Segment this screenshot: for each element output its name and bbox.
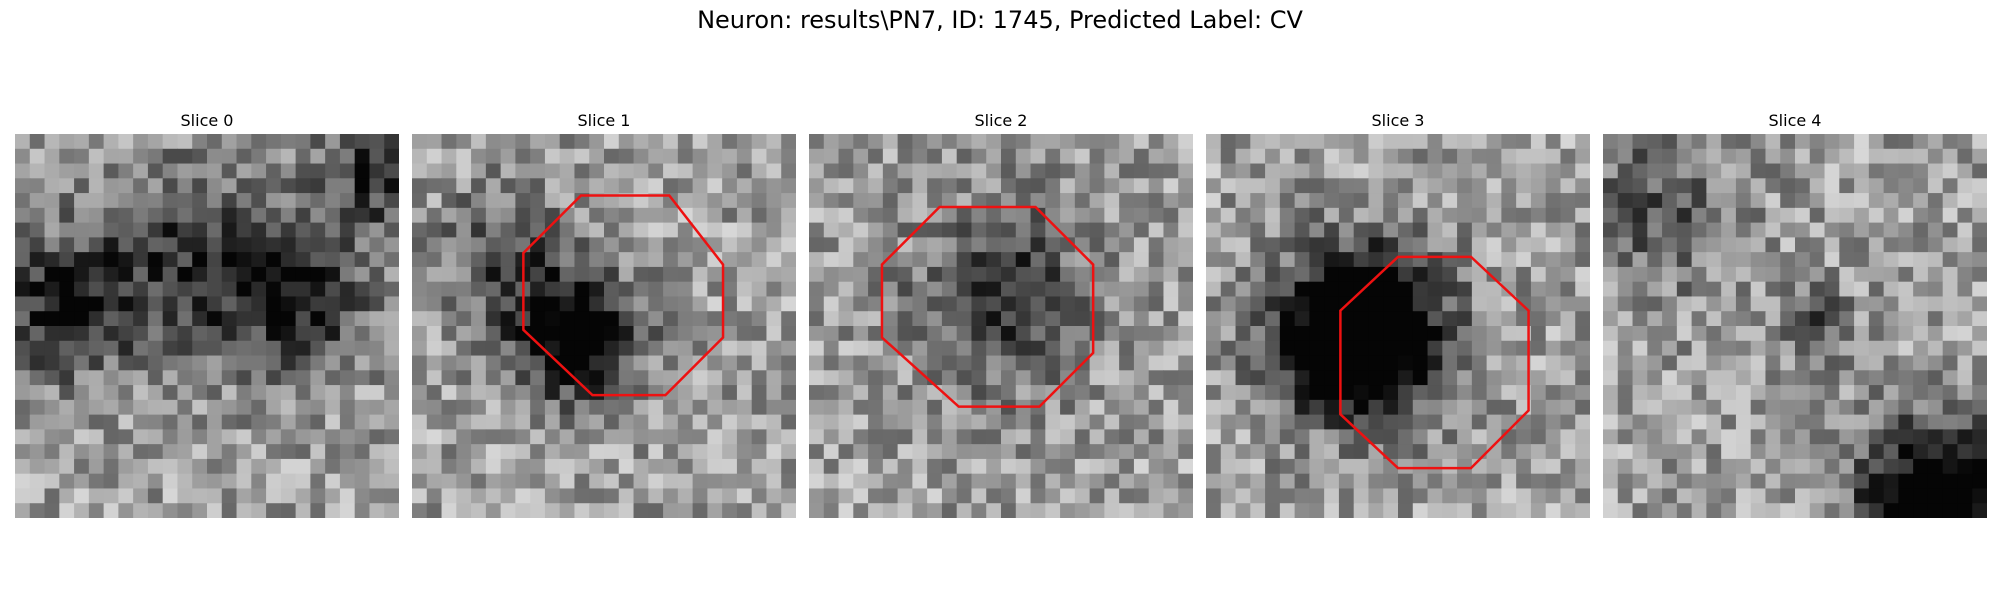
slice-panel-0: Slice 0	[15, 108, 399, 518]
slice-image-1	[412, 134, 796, 518]
slice-panel-4: Slice 4	[1603, 108, 1987, 518]
slice-panel-2: Slice 2	[809, 108, 1193, 518]
slice-image-4	[1603, 134, 1987, 518]
slice-image-2	[809, 134, 1193, 518]
figure-title: Neuron: results\PN7, ID: 1745, Predicted…	[697, 6, 1303, 34]
slice-title-2: Slice 2	[974, 111, 1028, 130]
slice-panel-3: Slice 3	[1206, 108, 1590, 518]
slice-title-3: Slice 3	[1371, 111, 1425, 130]
roi-outline	[1339, 255, 1530, 470]
slice-panel-1: Slice 1	[412, 108, 796, 518]
slice-title-0: Slice 0	[180, 111, 234, 130]
slice-image-0	[15, 134, 399, 518]
slice-title-4: Slice 4	[1768, 111, 1822, 130]
roi-outline	[880, 205, 1095, 408]
slice-title-1: Slice 1	[577, 111, 631, 130]
roi-outline	[522, 194, 725, 397]
slice-image-3	[1206, 134, 1590, 518]
